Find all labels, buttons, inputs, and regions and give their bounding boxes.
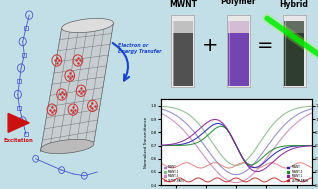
FancyBboxPatch shape xyxy=(283,15,306,87)
FancyBboxPatch shape xyxy=(284,33,305,86)
Polygon shape xyxy=(8,113,29,132)
FancyBboxPatch shape xyxy=(227,15,250,87)
Ellipse shape xyxy=(41,139,94,154)
FancyBboxPatch shape xyxy=(228,21,249,33)
Text: MWNT: MWNT xyxy=(169,0,197,9)
Text: Hybrid: Hybrid xyxy=(280,0,308,9)
Polygon shape xyxy=(41,23,114,151)
Text: Excitation: Excitation xyxy=(3,138,33,143)
Y-axis label: Normalized Transmittance: Normalized Transmittance xyxy=(144,117,148,168)
Legend: MWNT, MWNT-2, MWNT-1, ZnTNP-PAES: MWNT, MWNT-2, MWNT-1, ZnTNP-PAES xyxy=(287,165,309,183)
FancyBboxPatch shape xyxy=(228,33,249,86)
Text: +: + xyxy=(202,36,218,55)
Text: ZnTNP-
Polymer: ZnTNP- Polymer xyxy=(221,0,256,6)
FancyBboxPatch shape xyxy=(172,33,193,86)
Legend: MWNT, MWNT-2, MWNT-3, ZnTNP-PAES: MWNT, MWNT-2, MWNT-3, ZnTNP-PAES xyxy=(163,165,185,183)
Text: Electron or
Energy Transfer: Electron or Energy Transfer xyxy=(118,43,162,54)
Text: =: = xyxy=(257,36,274,55)
FancyBboxPatch shape xyxy=(284,21,305,33)
FancyBboxPatch shape xyxy=(171,15,195,87)
Ellipse shape xyxy=(62,18,114,33)
FancyBboxPatch shape xyxy=(172,21,193,33)
